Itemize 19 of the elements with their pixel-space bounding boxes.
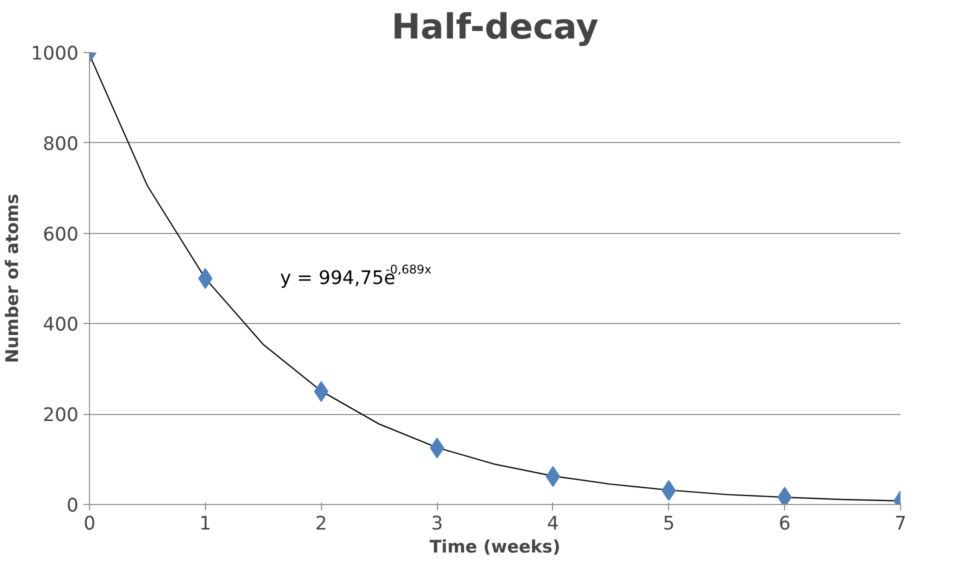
x-tick-label: 0 xyxy=(84,514,96,534)
x-tick-label: 2 xyxy=(315,514,328,534)
y-tick-label: 0 xyxy=(66,496,79,516)
chart-title: Half-decay xyxy=(392,8,598,48)
y-tick-label: 200 xyxy=(42,405,78,426)
y-tick-label: 600 xyxy=(42,224,78,246)
x-tick-label: 1 xyxy=(199,514,212,534)
x-tick-label: 5 xyxy=(662,514,675,534)
y-tick-label: 800 xyxy=(42,134,78,155)
y-tick-label: 400 xyxy=(42,314,78,336)
annotation: y = 994,75e-0,689x xyxy=(280,262,432,289)
x-tick-label: 6 xyxy=(778,514,791,534)
y-axis-title: Number of atoms xyxy=(3,194,24,364)
x-tick-label: 4 xyxy=(546,514,559,534)
x-axis-title: Time (weeks) xyxy=(430,538,560,558)
x-tick-label: 7 xyxy=(894,514,906,534)
point xyxy=(430,438,444,458)
y-tick-label: 1000 xyxy=(31,44,79,64)
x-tick-label: 3 xyxy=(431,514,444,534)
